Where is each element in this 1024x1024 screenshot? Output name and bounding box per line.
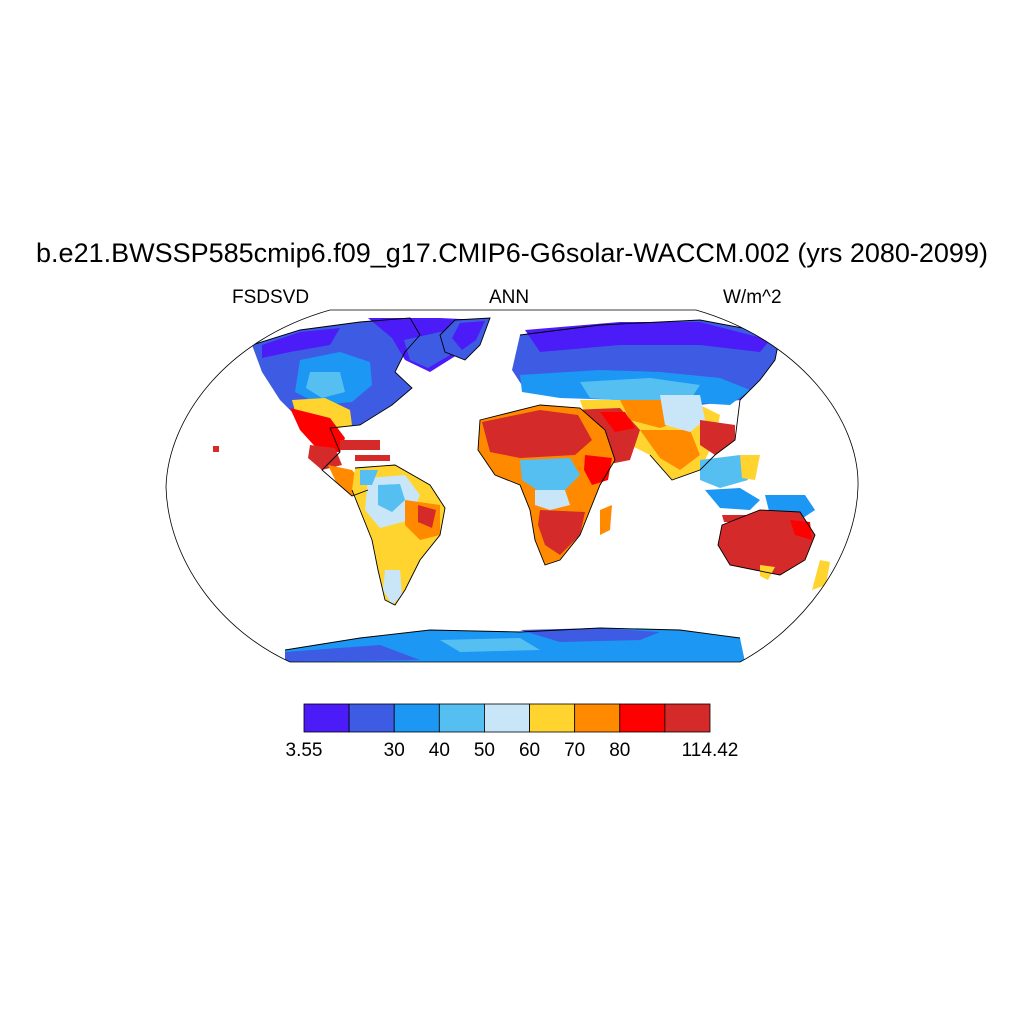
africa-region xyxy=(478,405,615,565)
colorbar-tick-label: 80 xyxy=(609,740,631,761)
colorbar-swatch xyxy=(303,703,350,733)
units-label: W/m^2 xyxy=(723,287,782,308)
colorbar-swatch xyxy=(664,703,711,733)
colorbar-tick-label: 50 xyxy=(473,740,496,761)
greenland-interior xyxy=(452,321,485,350)
south-america-region xyxy=(352,465,445,605)
colorbar-swatch xyxy=(348,703,395,733)
antarctica-region xyxy=(285,628,745,662)
chart-title: b.e21.BWSSP585cmip6.f09_g17.CMIP6-G6sola… xyxy=(36,238,988,268)
eurasia-region xyxy=(512,320,780,488)
coastlines xyxy=(251,317,816,651)
colorbar-tick-label: 70 xyxy=(564,740,586,761)
map-data-layer xyxy=(213,317,830,662)
colorbar-swatch xyxy=(574,703,621,733)
colorbar-swatch xyxy=(438,703,485,733)
maritime-asia-region xyxy=(705,455,815,522)
colorbar-swatch xyxy=(619,703,666,733)
hawaii-region xyxy=(213,446,219,452)
colorbar-tick-label: 40 xyxy=(428,740,450,761)
colorbar xyxy=(303,703,711,733)
colorbar-swatch xyxy=(484,703,530,733)
season-label: ANN xyxy=(489,287,530,308)
colorbar-tick-label: 3.55 xyxy=(285,740,323,761)
colorbar-swatch xyxy=(393,703,440,733)
map-boundary xyxy=(165,309,859,663)
colorbar-swatch xyxy=(529,703,576,733)
colorbar-tick-label: 60 xyxy=(518,740,541,761)
colorbar-tick-label: 30 xyxy=(383,740,405,761)
australia-region xyxy=(718,510,830,590)
colorbar-tick-label: 114.42 xyxy=(681,740,739,761)
variable-label: FSDSVD xyxy=(232,287,310,308)
